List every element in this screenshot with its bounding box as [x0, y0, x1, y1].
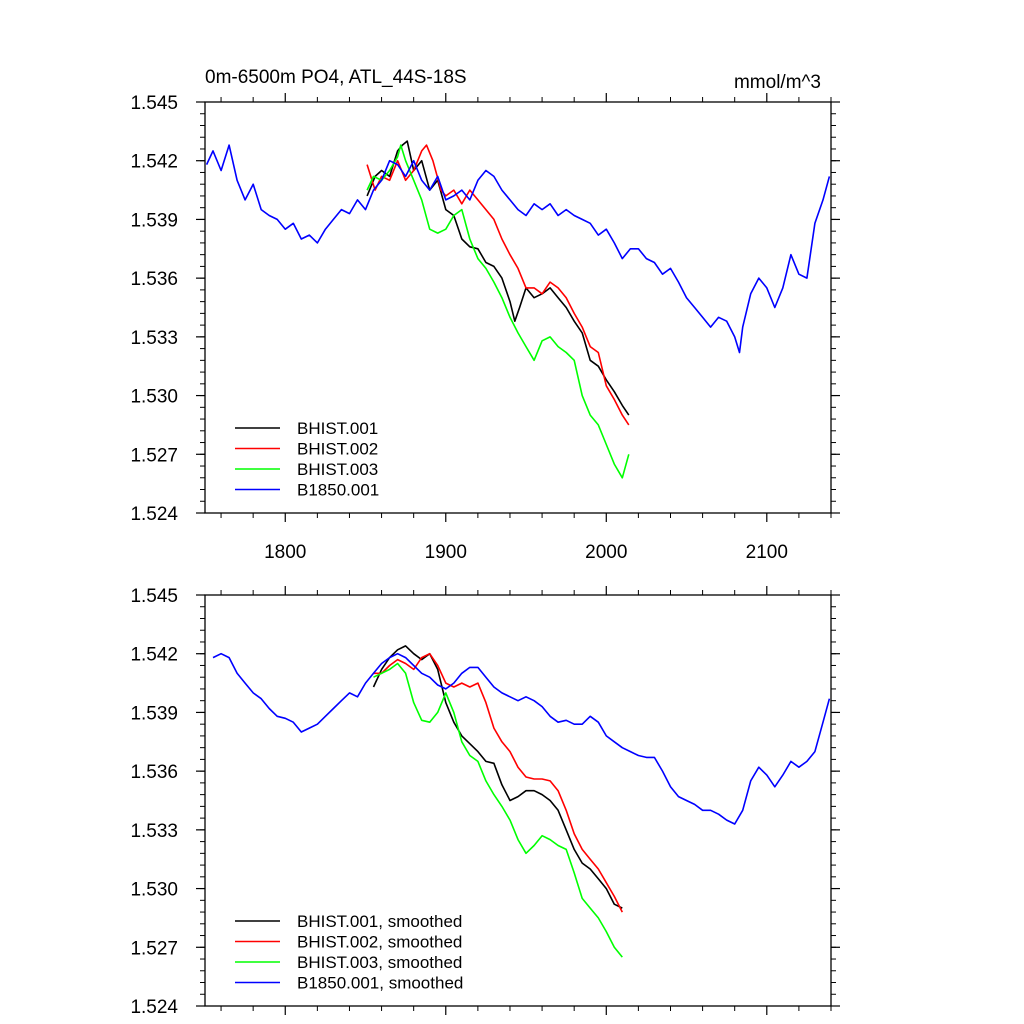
legend-entry: B1850.001, smoothed: [297, 974, 463, 993]
legend-entry: BHIST.001: [297, 419, 378, 438]
x-tick-label: 1800: [264, 542, 306, 563]
y-tick-label: 1.533: [130, 821, 178, 842]
legend-entry: BHIST.003: [297, 460, 378, 479]
y-tick-label: 1.545: [130, 586, 178, 607]
series-line-2-1: [372, 645, 623, 909]
y-tick-label: 1.539: [130, 210, 178, 231]
legend-entry: BHIST.002: [297, 440, 378, 459]
chart-panel-2: 1.524 1.527 1.530 1.533 1.536 1.539 1.542 1.545…: [130, 586, 840, 1018]
y-tick-label: 1.524: [130, 504, 178, 525]
series-line-2-3: [373, 662, 623, 958]
y-tick-label: 1.527: [130, 445, 178, 466]
plot-frame: [204, 101, 832, 514]
x-tick-label: 2100: [746, 542, 788, 563]
series-line-1-2: [366, 144, 630, 426]
plot-frame: [204, 594, 832, 1007]
y-tick-label: 1.524: [130, 997, 178, 1018]
x-tick-label: 2000: [585, 542, 627, 563]
legend-entry: B1850.001: [297, 481, 379, 500]
legend-entry: BHIST.002, smoothed: [297, 933, 462, 952]
series-line-1-1: [366, 140, 630, 416]
legend-entry: BHIST.003, smoothed: [297, 953, 462, 972]
y-tick-label: 1.530: [130, 387, 178, 408]
series-line-1-3: [366, 144, 630, 479]
y-tick-label: 1.545: [130, 93, 178, 114]
y-tick-label: 1.527: [130, 938, 178, 959]
chart-panel-1: 1.524 1.527 1.530 1.533 1.536 1.539 1.542 1.545…: [130, 67, 840, 563]
series-line-2-4: [212, 652, 831, 825]
chart-title: 0m-6500m PO4, ATL_44S-18S: [205, 67, 467, 88]
y-tick-label: 1.530: [130, 880, 178, 901]
series-line-1-4: [205, 144, 831, 354]
y-tick-label: 1.539: [130, 703, 178, 724]
y-tick-label: 1.536: [130, 269, 178, 290]
y-tick-label: 1.542: [130, 152, 178, 173]
legend-entry: BHIST.001, smoothed: [297, 912, 462, 931]
y-tick-label: 1.533: [130, 328, 178, 349]
y-tick-label: 1.542: [130, 645, 178, 666]
y-tick-label: 1.536: [130, 762, 178, 783]
x-tick-label: 1900: [425, 542, 467, 563]
chart-units: mmol/m^3: [734, 72, 821, 93]
